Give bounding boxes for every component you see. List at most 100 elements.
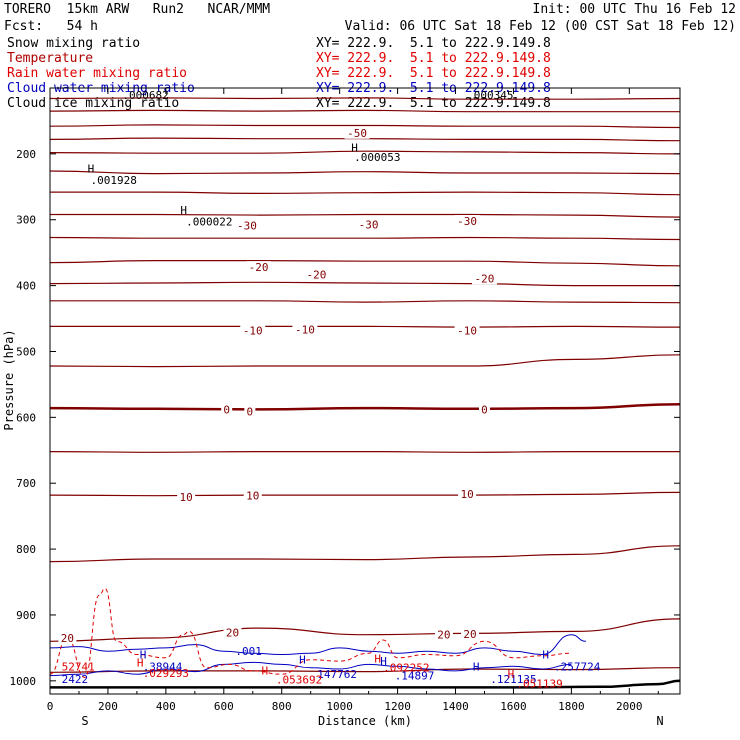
x-tick-label-200: 200	[98, 700, 118, 713]
cloud-water-layer	[49, 634, 586, 677]
temperature-label-0: -50	[347, 127, 367, 140]
y-axis-label: Pressure (hPa)	[2, 329, 16, 430]
temperature-label-13: 10	[180, 491, 193, 504]
legend-xs-temperature: XY= 222.9. 5.1 to 222.9.149.8	[316, 51, 551, 66]
extremum-label-18: .257724	[554, 660, 601, 673]
isotherm-6	[50, 191, 681, 196]
extremum-label-9: H	[140, 648, 147, 661]
rain-water-contour-0	[49, 588, 572, 679]
cloud-water-contour-0	[49, 634, 586, 656]
contour-labels-layer: -50 -30 -30 -30 -20 -20 -20 -10 -10 -10 0 0 0 10 10 10 2…	[58, 89, 601, 690]
extremum-label-12: H	[473, 660, 480, 673]
extremum-label-20: 52741	[62, 660, 95, 673]
temperature-label-16: 20	[61, 632, 74, 645]
y-tick-label-500: 500	[16, 345, 36, 358]
extremum-label-0: H	[351, 141, 358, 154]
extremum-label-22: .029293	[143, 667, 189, 680]
extremum-label-19: 2422	[62, 673, 89, 686]
plot-frame	[49, 87, 681, 695]
temperature-label-17: 20	[226, 627, 239, 640]
temperature-label-bg-13	[177, 491, 196, 504]
temperature-label-2: -30	[359, 218, 379, 231]
extremum-label-15: .147762	[311, 668, 357, 681]
legend-name-rain: Rain water mixing ratio	[7, 66, 188, 81]
temperature-label-bg-16	[58, 632, 77, 645]
temperature-label-10: 0	[223, 403, 230, 416]
isotherm-9	[49, 259, 681, 267]
endpoint-north: N	[656, 714, 663, 728]
isotherm-5	[49, 170, 681, 175]
extremum-label-24: .053692	[276, 674, 322, 687]
isotherms-layer	[49, 97, 681, 673]
extremum-label-21: H	[137, 656, 144, 669]
y-tick-label-400: 400	[16, 280, 36, 293]
x-tick-label-800: 800	[272, 700, 292, 713]
temperature-label-bg-12	[478, 403, 490, 416]
valid-time: Valid: 06 UTC Sat 18 Feb 12 (00 CST Sat …	[344, 19, 736, 34]
temperature-label-12: 0	[481, 403, 488, 416]
x-tick-label-400: 400	[156, 700, 176, 713]
extremum-label-5: .000022	[186, 216, 232, 229]
x-axis-label: Distance (km)	[318, 714, 412, 728]
extremum-label-23: H	[261, 664, 268, 677]
forecast-hour: Fcst: 54 h	[4, 19, 98, 34]
temperature-label-bg-4	[246, 261, 272, 274]
temperature-label-9: -10	[457, 324, 477, 337]
legend-xs-rain: XY= 222.9. 5.1 to 222.9.149.8	[316, 66, 551, 81]
isotherm-17	[49, 545, 681, 563]
extremum-label-3: .001928	[91, 174, 137, 187]
temperature-label-bg-1	[234, 219, 260, 232]
temperature-label-1: -30	[237, 220, 257, 233]
legend-xs-cloud-ice: XY= 222.9. 5.1 to 222.9.149.8	[316, 96, 551, 111]
legend-name-snow: Snow mixing ratio	[7, 36, 141, 51]
y-tick-label-800: 800	[16, 543, 36, 556]
temperature-label-bg-7	[240, 324, 266, 337]
isotherm-13	[49, 354, 681, 368]
temperature-label-15: 10	[460, 488, 473, 501]
isotherm-2	[49, 124, 681, 129]
x-tick-label-1000: 1000	[326, 700, 353, 713]
temperature-label-bg-11	[244, 405, 256, 418]
y-tick-label-900: 900	[16, 609, 36, 622]
cloud-water-contour-1	[49, 661, 572, 677]
isotherm-10	[49, 281, 680, 287]
rain-water-layer	[49, 588, 572, 679]
isotherm-18	[49, 618, 681, 642]
extremum-label-1: .000053	[354, 151, 400, 164]
temperature-label-bg-8	[292, 323, 318, 336]
axes-layer: 0 200 400 600 800 1000 1200 1400 1600 1800 2000200…	[10, 88, 680, 713]
extremum-label-27: H	[508, 668, 515, 681]
extremum-label-13: H	[542, 648, 549, 661]
temperature-label-bg-5	[303, 268, 329, 281]
x-tick-label-1600: 1600	[500, 700, 527, 713]
legend-name-cloud-ice: Cloud ice mixing ratio	[7, 96, 180, 111]
extremum-label-2: H	[88, 162, 95, 175]
temperature-label-bg-19	[461, 628, 479, 641]
isotherm-14	[49, 402, 681, 411]
temperature-label-bg-15	[458, 487, 477, 500]
extremum-label-6: .000682	[122, 89, 168, 102]
extremum-label-10: H	[299, 654, 306, 667]
extremum-label-4: H	[180, 204, 187, 217]
temperature-label-6: -20	[475, 272, 495, 285]
isotherm-0	[49, 97, 681, 100]
isotherm-4	[49, 150, 681, 155]
temperature-label-bg-14	[243, 489, 262, 502]
temperature-label-5: -20	[307, 268, 327, 281]
ground-layer	[50, 679, 681, 689]
ground-surface	[50, 679, 681, 689]
endpoint-south: S	[81, 714, 88, 728]
y-tick-label-200: 200	[16, 148, 36, 161]
temperature-label-3: -30	[457, 215, 477, 228]
isotherm-16	[49, 491, 681, 497]
x-tick-label-1400: 1400	[442, 700, 469, 713]
temperature-label-bg-9	[454, 324, 480, 337]
y-tick-label-600: 600	[16, 411, 36, 424]
x-tick-label-1800: 1800	[558, 700, 585, 713]
extremum-label-28: .051139	[516, 677, 562, 690]
isotherm-7	[49, 213, 681, 218]
x-tick-label-2000: 2000	[616, 700, 643, 713]
temperature-label-8: -10	[295, 324, 315, 337]
extremum-label-11: H	[380, 655, 387, 668]
